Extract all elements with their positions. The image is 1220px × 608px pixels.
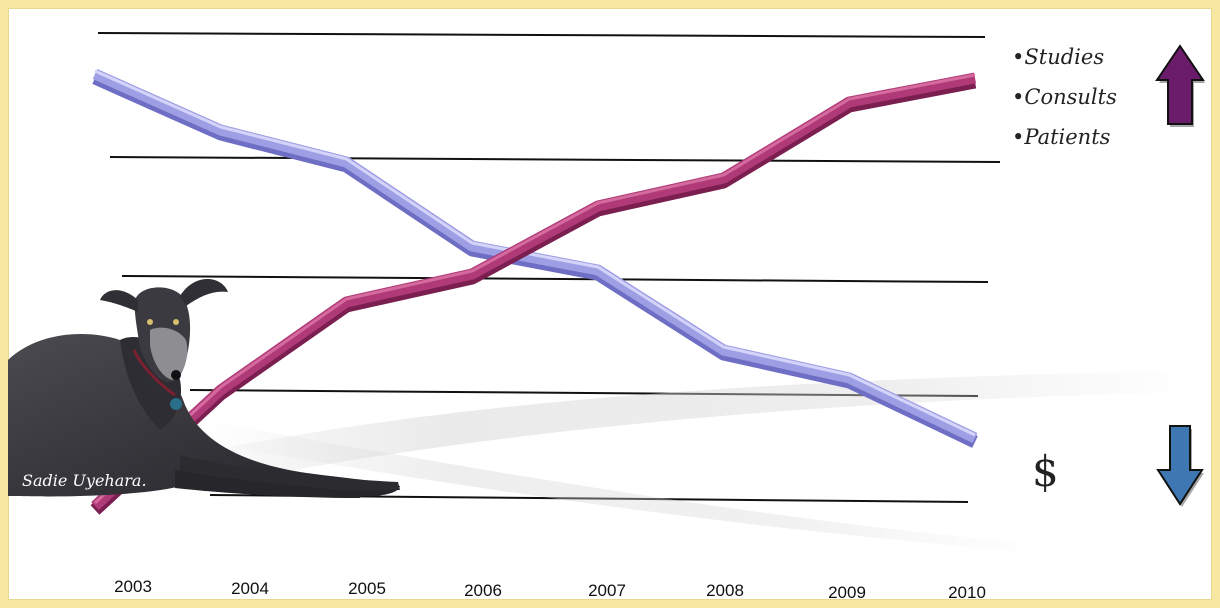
photo-caption: Sadie Uyehara. bbox=[22, 471, 147, 490]
legend-item-consults: •Consults bbox=[1012, 85, 1117, 109]
series-line-volume bbox=[91, 72, 977, 511]
x-tick-label: 2004 bbox=[231, 579, 269, 598]
gridline bbox=[121, 275, 989, 283]
dog-photo bbox=[8, 279, 400, 498]
series-line-dollars bbox=[92, 68, 978, 443]
x-axis-labels: 2003 2004 2005 2006 2007 2008 2009 2010 bbox=[114, 577, 986, 602]
legend: •Studies •Consults •Patients bbox=[1012, 45, 1117, 149]
x-tick-label: 2006 bbox=[464, 581, 502, 600]
x-tick-label: 2010 bbox=[948, 583, 986, 602]
legend-item-studies: •Studies bbox=[1012, 45, 1104, 69]
x-tick-label: 2005 bbox=[348, 579, 386, 598]
arrow-down-icon bbox=[1156, 425, 1204, 507]
gridline bbox=[97, 32, 986, 38]
gridline bbox=[109, 156, 1001, 163]
floor-shadow bbox=[120, 370, 1200, 552]
x-tick-label: 2009 bbox=[828, 583, 866, 602]
x-tick-label: 2007 bbox=[588, 581, 626, 600]
x-tick-label: 2008 bbox=[706, 581, 744, 600]
gridlines bbox=[97, 32, 1001, 503]
dollar-label: $ bbox=[1032, 447, 1059, 496]
series-line-highlight bbox=[93, 73, 976, 505]
series-layer bbox=[90, 68, 978, 515]
arrow-up-icon bbox=[1155, 44, 1205, 127]
series-line-highlight bbox=[94, 69, 976, 437]
legend-item-patients: •Patients bbox=[1012, 125, 1111, 149]
x-tick-label: 2003 bbox=[114, 577, 152, 596]
